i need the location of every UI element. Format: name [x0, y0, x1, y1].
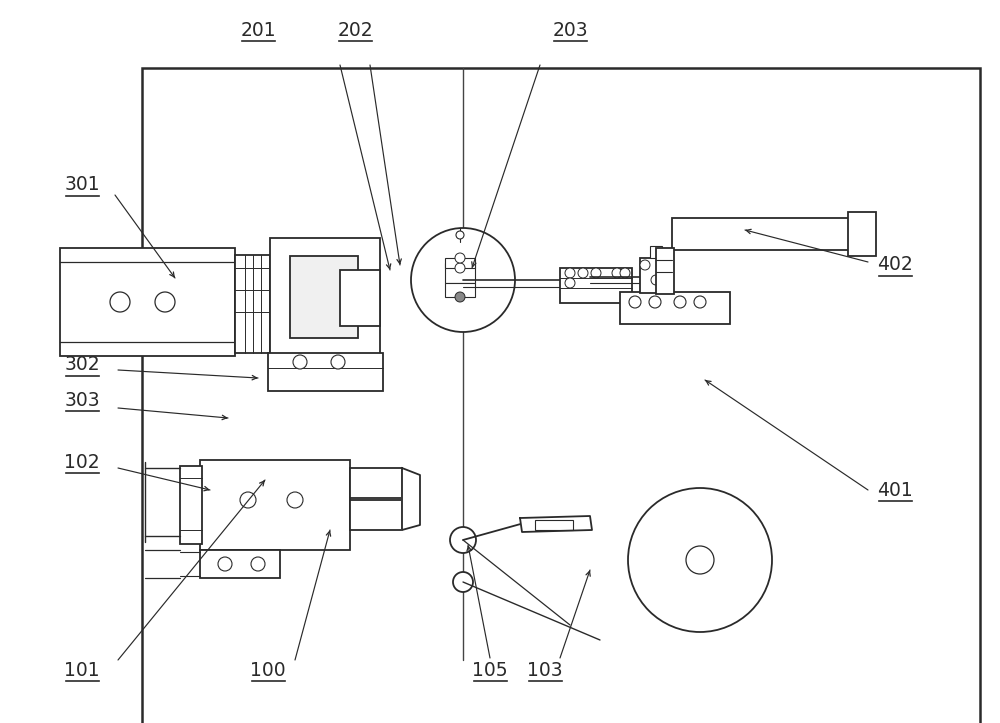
- Text: 103: 103: [527, 661, 563, 680]
- Circle shape: [660, 260, 670, 270]
- Bar: [290, 256, 358, 338]
- Circle shape: [110, 292, 130, 312]
- Bar: [445, 283, 475, 297]
- Text: 203: 203: [552, 20, 588, 40]
- Circle shape: [411, 228, 515, 332]
- Text: 202: 202: [337, 20, 373, 40]
- Bar: [180, 466, 202, 544]
- Circle shape: [591, 268, 601, 278]
- Circle shape: [287, 492, 303, 508]
- Circle shape: [565, 268, 575, 278]
- Circle shape: [640, 260, 650, 270]
- Bar: [268, 353, 383, 391]
- Circle shape: [629, 296, 641, 308]
- Circle shape: [686, 546, 714, 574]
- Text: 401: 401: [877, 481, 913, 500]
- Text: 303: 303: [64, 390, 100, 409]
- Circle shape: [456, 231, 464, 239]
- Text: 302: 302: [64, 356, 100, 375]
- Circle shape: [251, 557, 265, 571]
- Bar: [340, 270, 380, 326]
- Bar: [235, 255, 270, 353]
- Circle shape: [578, 268, 588, 278]
- Circle shape: [620, 268, 630, 278]
- Bar: [656, 248, 674, 294]
- Bar: [848, 212, 876, 256]
- Circle shape: [694, 296, 706, 308]
- Text: 201: 201: [240, 20, 276, 40]
- Text: 101: 101: [64, 661, 100, 680]
- Bar: [535, 520, 573, 530]
- Bar: [445, 258, 475, 268]
- Circle shape: [240, 492, 256, 508]
- Circle shape: [565, 278, 575, 288]
- Text: 301: 301: [64, 176, 100, 194]
- Bar: [620, 292, 730, 324]
- Bar: [672, 218, 852, 250]
- Bar: [60, 248, 235, 356]
- Text: 100: 100: [250, 661, 286, 680]
- Circle shape: [450, 527, 476, 553]
- Text: 105: 105: [472, 661, 508, 680]
- Text: 102: 102: [64, 453, 100, 471]
- Circle shape: [674, 296, 686, 308]
- Bar: [200, 460, 350, 550]
- Circle shape: [453, 572, 473, 592]
- Circle shape: [455, 253, 465, 263]
- Circle shape: [331, 355, 345, 369]
- Bar: [350, 500, 402, 530]
- Bar: [200, 550, 280, 578]
- Bar: [650, 246, 662, 258]
- Circle shape: [628, 488, 772, 632]
- Bar: [350, 468, 402, 498]
- Bar: [560, 268, 632, 303]
- Circle shape: [455, 292, 465, 302]
- Bar: [270, 238, 380, 356]
- Polygon shape: [402, 468, 420, 530]
- Bar: [142, 68, 980, 723]
- Polygon shape: [520, 516, 592, 532]
- Circle shape: [218, 557, 232, 571]
- Circle shape: [612, 268, 622, 278]
- Circle shape: [455, 263, 465, 273]
- Bar: [640, 258, 672, 293]
- Text: 402: 402: [877, 255, 913, 275]
- Circle shape: [649, 296, 661, 308]
- Circle shape: [293, 355, 307, 369]
- Circle shape: [155, 292, 175, 312]
- Circle shape: [651, 275, 661, 285]
- Bar: [445, 263, 475, 283]
